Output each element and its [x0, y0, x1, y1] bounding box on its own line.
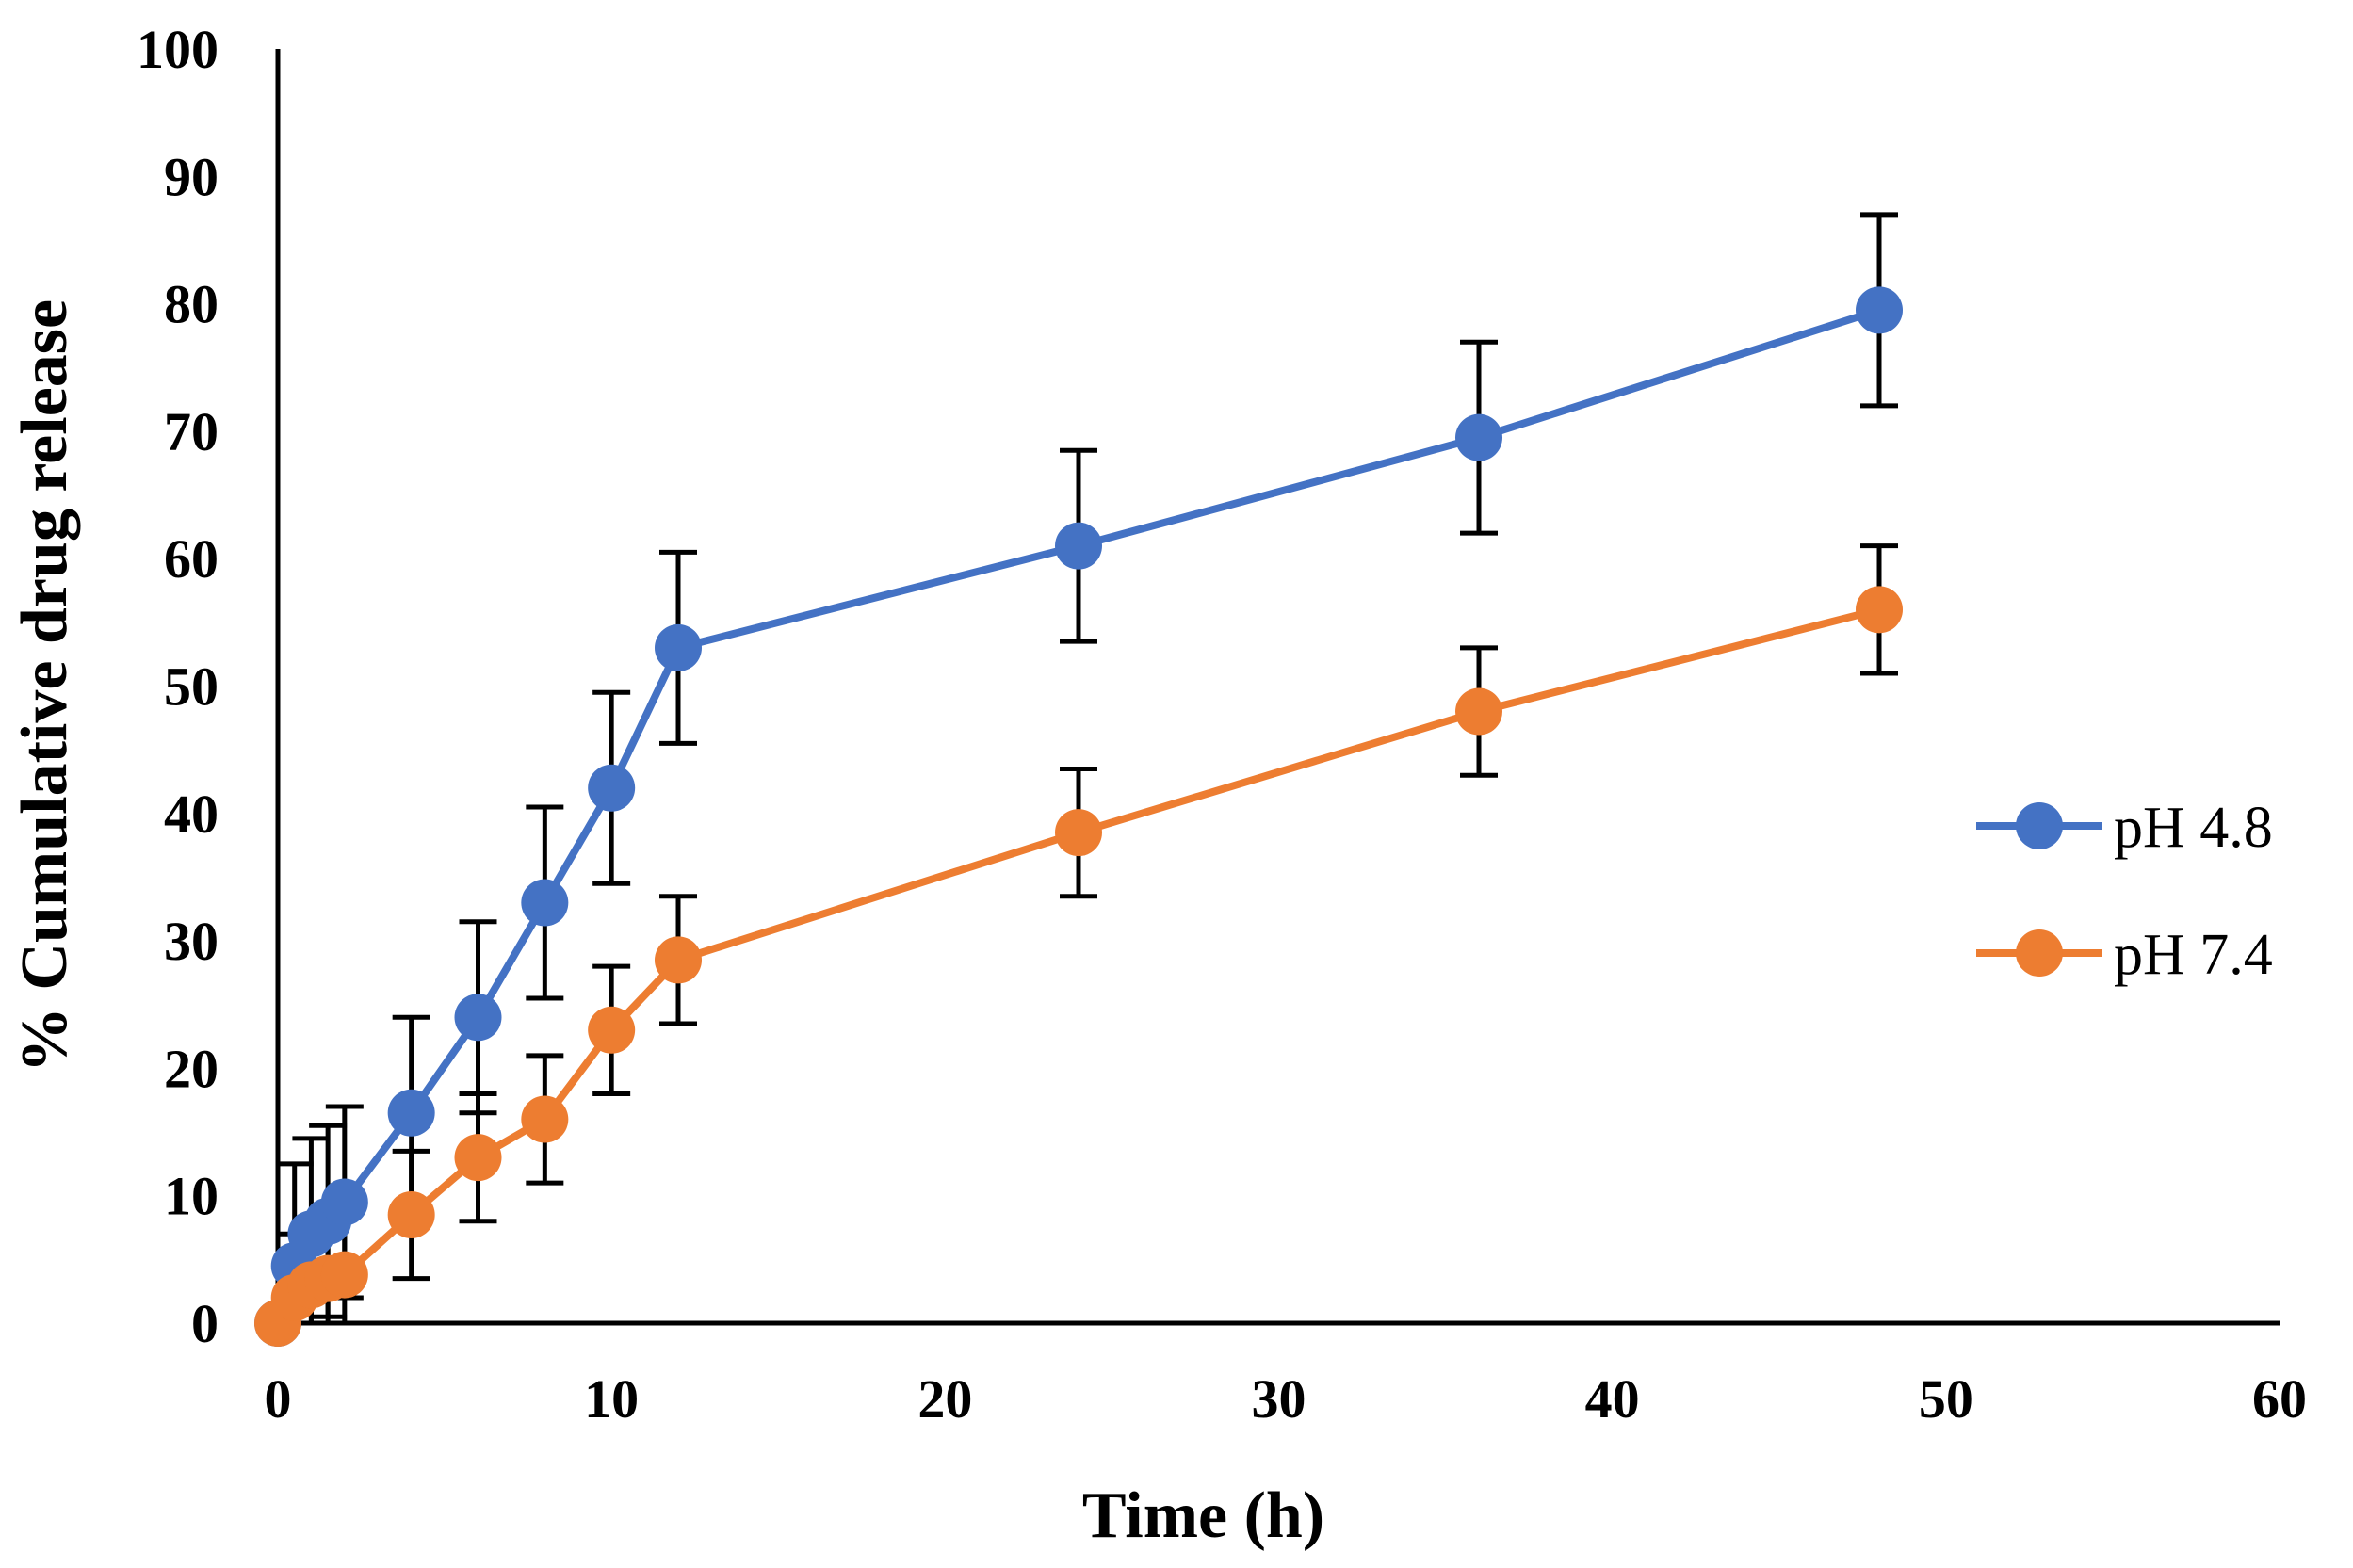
data-point [320, 1178, 368, 1226]
legend: pH 4.8 pH 7.4 [1976, 796, 2273, 987]
y-tick-label: 60 [164, 528, 219, 590]
data-point [387, 1190, 435, 1238]
data-point [1055, 522, 1102, 570]
x-tick-label: 20 [917, 1368, 972, 1430]
data-point [454, 1134, 502, 1182]
legend-swatch-marker [2016, 929, 2063, 977]
y-tick-label: 0 [191, 1293, 219, 1354]
x-tick-label: 50 [1919, 1368, 1973, 1430]
data-points [254, 286, 1903, 1347]
data-point [387, 1089, 435, 1137]
data-point [1856, 586, 1903, 634]
x-tick-label: 0 [265, 1368, 292, 1430]
y-tick-label: 100 [137, 19, 219, 80]
data-point [655, 623, 702, 671]
y-tick-label: 70 [164, 401, 219, 462]
legend-label: pH 4.8 [2114, 796, 2273, 860]
data-point [1455, 687, 1502, 736]
data-point [588, 764, 636, 812]
data-point [1055, 809, 1102, 857]
legend-label: pH 7.4 [2114, 923, 2273, 987]
x-tick-label: 10 [584, 1368, 639, 1430]
data-point [454, 994, 502, 1042]
y-tick-label: 40 [164, 784, 219, 845]
y-tick-label: 50 [164, 656, 219, 718]
y-axis-title: % Cumulative drug release [8, 299, 81, 1073]
y-tick-label: 90 [164, 146, 219, 207]
data-point [1856, 286, 1903, 334]
legend-swatch-marker [2016, 802, 2063, 849]
x-tick-label: 30 [1252, 1368, 1306, 1430]
data-point [588, 1006, 636, 1054]
x-axis-title: Time (h) [1082, 1479, 1324, 1552]
legend-item: pH 4.8 [1976, 796, 2273, 860]
data-point [521, 879, 569, 927]
x-tick-label: 60 [2252, 1368, 2307, 1430]
legend-item: pH 7.4 [1976, 923, 2273, 987]
y-tick-label: 20 [164, 1038, 219, 1099]
x-tick-label: 40 [1585, 1368, 1640, 1430]
y-tick-label: 80 [164, 274, 219, 335]
data-point [320, 1251, 368, 1299]
data-point [655, 936, 702, 984]
axes: 0 10 20 30 40 50 60 0 10 20 30 40 50 60 70 80 90 100 [137, 19, 2307, 1430]
y-tick-label: 30 [164, 911, 219, 972]
data-point [1455, 413, 1502, 461]
data-point [521, 1095, 569, 1143]
y-tick-label: 10 [164, 1166, 219, 1227]
